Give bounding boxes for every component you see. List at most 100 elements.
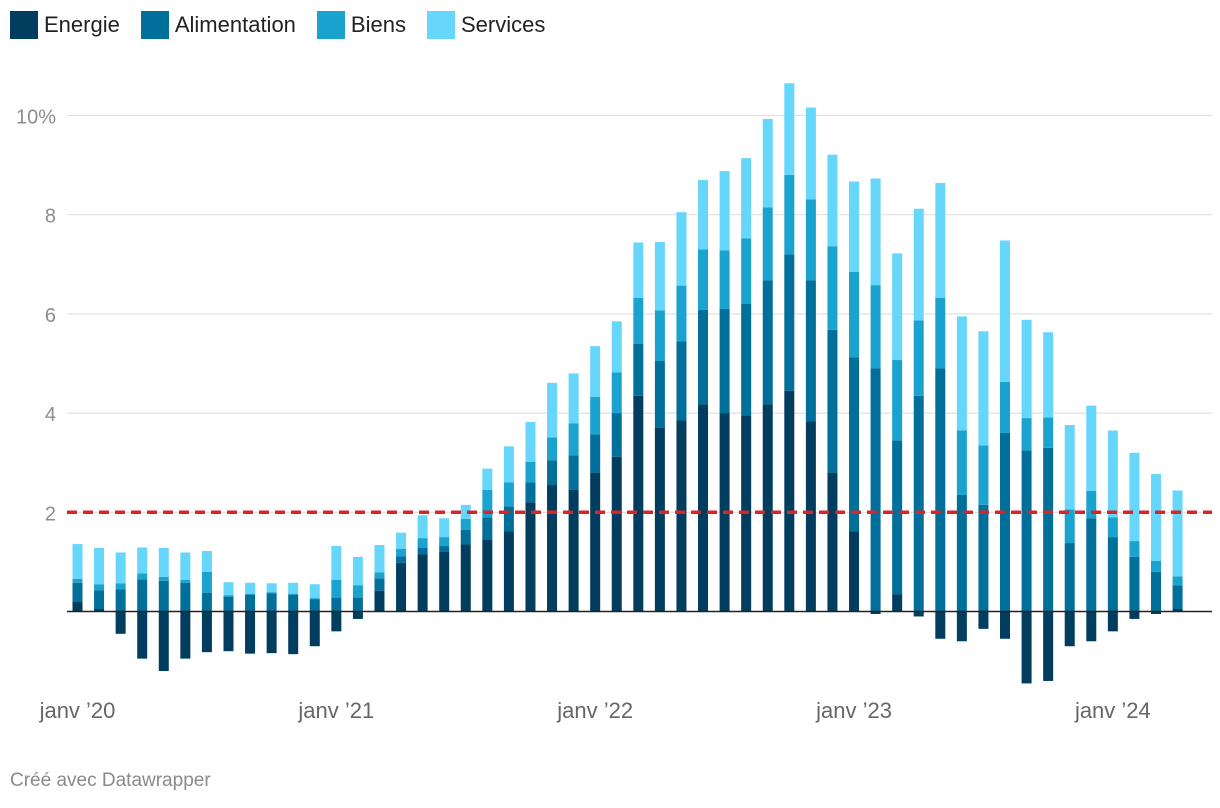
bar-segment-alimentation (956, 494, 967, 612)
bar-segment-alimentation (719, 308, 730, 414)
bar-segment-energie (288, 611, 299, 655)
bar-segment-biens (266, 592, 277, 594)
bar-segment-energie (956, 611, 967, 642)
bar-segment-alimentation (741, 303, 752, 416)
bar-segment-services (503, 446, 514, 483)
bar-segment-biens (654, 310, 665, 362)
bar-segment-biens (956, 430, 967, 495)
bar-segment-energie (223, 611, 234, 652)
bar-segment-energie (698, 404, 709, 612)
bar-segment-biens (352, 585, 363, 598)
bar-segment-alimentation (698, 309, 709, 405)
bar-segment-services (374, 545, 385, 573)
bar-segment-energie (201, 611, 212, 653)
bar-segment-alimentation (180, 582, 191, 612)
y-tick-label: 10% (16, 107, 56, 129)
bar-segment-alimentation (1000, 432, 1011, 612)
bar-segment-alimentation (1021, 450, 1032, 612)
bar-segment-biens (374, 572, 385, 579)
bar-segment-energie (676, 420, 687, 612)
bar-segment-biens (460, 518, 471, 530)
bar-segment-biens (1086, 490, 1097, 519)
bar-segment-biens (676, 285, 687, 342)
bar-segment-biens (201, 571, 212, 593)
bar-segment-services (72, 544, 83, 579)
legend-swatch-alimentation (140, 11, 169, 39)
bar-segment-alimentation (676, 341, 687, 421)
bar-segment-energie (1107, 611, 1118, 632)
bar-segment-biens (633, 298, 644, 344)
bar-segment-biens (180, 579, 191, 583)
bar-segment-services (935, 182, 946, 299)
bar-segment-services (1021, 319, 1032, 419)
bar-segment-services (762, 118, 773, 208)
bar-segment-alimentation (482, 517, 493, 540)
bar-segment-services (913, 208, 924, 321)
bar-segment-energie (935, 611, 946, 639)
bar-segment-biens (1000, 381, 1011, 433)
bar-segment-energie (1086, 611, 1097, 642)
bar-segment-services (201, 550, 212, 572)
bar-segment-energie (1021, 611, 1032, 684)
bar-segment-services (633, 242, 644, 299)
bar-segment-energie (978, 611, 989, 629)
bar-segment-biens (741, 238, 752, 304)
bar-segment-energie (482, 539, 493, 612)
bar-segment-alimentation (611, 413, 622, 457)
bar-segment-biens (762, 207, 773, 281)
bar-segment-energie (1000, 611, 1011, 639)
bar-segment-services (158, 548, 169, 577)
bar-segment-biens (913, 320, 924, 396)
bar-segment-biens (568, 423, 579, 456)
bar-segment-energie (72, 601, 83, 612)
bar-segment-alimentation (805, 280, 816, 422)
bar-segment-services (288, 582, 299, 594)
bar-segment-biens (417, 538, 428, 549)
bar-segment-biens (1043, 417, 1054, 448)
bar-segment-alimentation (1064, 543, 1075, 612)
bar-segment-alimentation (849, 357, 860, 532)
x-tick-label: janv ’24 (1074, 698, 1151, 723)
legend-label-services: Services (460, 12, 546, 37)
bar-segment-biens (892, 360, 903, 441)
axes: 10% 8 6 4 2 janv ’20 janv ’21 janv ’22 janv ’23 j… (16, 107, 1212, 723)
bar-segment-alimentation (762, 280, 773, 405)
bar-segment-biens (331, 579, 342, 598)
bar-segment-energie (460, 544, 471, 612)
legend-label-alimentation: Alimentation (174, 12, 296, 37)
bar-segment-alimentation (374, 578, 385, 591)
bar-segment-biens (525, 461, 536, 483)
bar-segment-alimentation (72, 582, 83, 602)
bar-segment-services (784, 83, 795, 176)
bar-segment-energie (331, 611, 342, 632)
bar-segment-energie (94, 609, 105, 612)
bar-segment-biens (870, 285, 881, 369)
bar-segment-energie (352, 611, 363, 619)
y-tick-label: 4 (45, 404, 56, 426)
bar-segment-services (978, 331, 989, 446)
bar-segment-biens (482, 489, 493, 518)
bar-segment-alimentation (913, 395, 924, 612)
bar-segment-services (805, 107, 816, 200)
bar-segment-alimentation (870, 368, 881, 612)
bar-segment-services (417, 515, 428, 539)
bar-segment-energie (439, 551, 450, 612)
bar-segment-energie (870, 611, 881, 614)
bar-segment-services (245, 582, 256, 594)
legend-label-energie: Energie (44, 12, 120, 37)
bar-segment-energie (396, 562, 407, 612)
bar-segment-biens (1172, 576, 1183, 586)
bar-segment-biens (1151, 560, 1161, 572)
bar-segment-alimentation (201, 592, 212, 612)
bar-segment-biens (1064, 509, 1075, 544)
bar-segment-biens (223, 595, 234, 597)
bar-segment-energie (1043, 611, 1054, 681)
bar-segment-biens (611, 372, 622, 414)
bar-segment-energie (849, 531, 860, 612)
bar-segment-services (1107, 430, 1118, 518)
bar-segment-services (525, 422, 536, 462)
bar-segment-alimentation (654, 361, 665, 428)
bar-segment-alimentation (94, 590, 105, 610)
bar-segment-services (827, 154, 838, 247)
